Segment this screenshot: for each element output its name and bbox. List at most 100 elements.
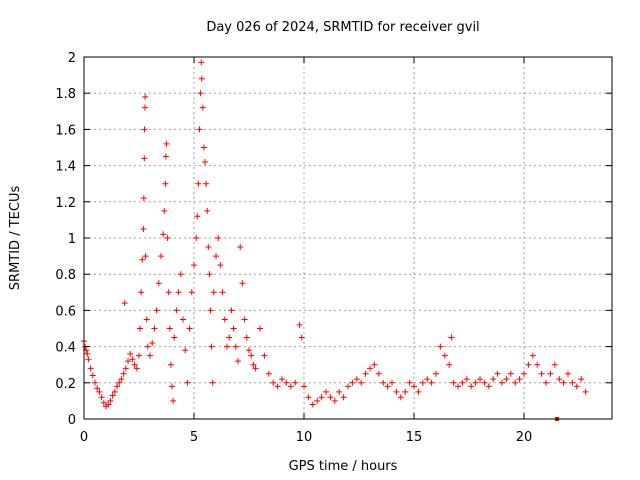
- data-point: [279, 376, 285, 383]
- data-point: [206, 271, 213, 278]
- data-point: [98, 394, 105, 401]
- data-point: [85, 356, 92, 363]
- data-point: [318, 394, 325, 401]
- data-point: [237, 244, 244, 251]
- data-point: [209, 379, 216, 386]
- data-point: [198, 75, 205, 82]
- data-point: [129, 356, 136, 363]
- data-point: [226, 334, 233, 341]
- data-point: [274, 383, 281, 390]
- data-point: [164, 235, 171, 241]
- y-axis-label: SRMTID / TECUs: [8, 186, 23, 291]
- x-axis-label: GPS time / hours: [289, 459, 398, 474]
- data-point: [578, 376, 585, 383]
- data-point: [142, 93, 149, 100]
- data-point: [228, 307, 235, 314]
- data-point: [92, 379, 98, 386]
- data-point: [389, 379, 395, 386]
- data-point: [560, 379, 567, 386]
- x-tick-label: 20: [516, 430, 533, 445]
- data-point: [538, 370, 545, 377]
- data-point: [224, 343, 230, 350]
- data-point: [210, 289, 217, 296]
- data-point: [477, 376, 483, 383]
- x-tick-label: 5: [190, 430, 198, 445]
- data-point: [327, 394, 334, 401]
- data-point: [155, 280, 162, 287]
- data-point: [446, 361, 453, 368]
- data-point: [121, 300, 128, 307]
- y-tick-label: 0.8: [55, 268, 76, 283]
- data-point: [296, 321, 303, 328]
- data-point: [195, 180, 202, 187]
- data-point: [203, 180, 210, 187]
- data-point: [131, 361, 138, 368]
- data-point: [140, 195, 147, 202]
- data-point: [120, 370, 127, 377]
- data-point: [428, 379, 435, 386]
- data-point: [175, 289, 182, 296]
- y-tick-label: 2: [68, 51, 76, 66]
- data-point: [116, 379, 123, 386]
- data-point: [323, 388, 329, 395]
- data-point: [402, 388, 409, 395]
- data-point: [177, 271, 184, 278]
- data-point: [547, 370, 554, 377]
- data-point: [118, 376, 125, 383]
- data-point: [194, 213, 201, 220]
- data-point: [248, 352, 255, 359]
- y-tick-label: 1: [68, 232, 76, 247]
- data-point: [142, 253, 149, 260]
- grid: [84, 57, 612, 419]
- data-point: [301, 383, 307, 390]
- data-point: [246, 347, 252, 354]
- data-point: [380, 379, 387, 386]
- data-point: [243, 334, 250, 341]
- data-point: [151, 325, 158, 332]
- x-tick-label: 0: [80, 430, 88, 445]
- data-point: [161, 207, 168, 214]
- data-point: [472, 379, 479, 386]
- data-point: [221, 316, 228, 323]
- data-point: [170, 397, 177, 404]
- data-point: [499, 379, 505, 386]
- data-point: [147, 352, 153, 359]
- data-point: [331, 397, 338, 404]
- data-point: [184, 379, 191, 386]
- data-point: [197, 90, 204, 97]
- data-point: [551, 361, 558, 368]
- data-point: [358, 379, 365, 386]
- data-point: [448, 334, 455, 341]
- data-point: [265, 370, 272, 377]
- data-point: [235, 358, 241, 365]
- data-point: [141, 126, 148, 133]
- data-point: [94, 385, 101, 392]
- data-point: [207, 307, 214, 314]
- data-point: [406, 379, 413, 386]
- data-point: [534, 361, 541, 368]
- data-point: [367, 365, 373, 372]
- data-point: [127, 350, 134, 357]
- data-point: [182, 347, 189, 354]
- data-point: [191, 262, 197, 269]
- data-point: [180, 316, 186, 323]
- data-point: [314, 397, 321, 404]
- data-point: [556, 376, 563, 383]
- data-point: [89, 372, 96, 379]
- data-point: [188, 289, 195, 296]
- data-point: [353, 376, 360, 383]
- data-point: [158, 253, 164, 260]
- data-point: [287, 383, 294, 390]
- data-point: [516, 376, 523, 383]
- data-point: [171, 334, 178, 341]
- data-point: [162, 153, 169, 160]
- data-point: [463, 376, 470, 383]
- data-point: [162, 180, 169, 187]
- data-point: [186, 325, 193, 332]
- data-point: [230, 325, 237, 332]
- data-point: [153, 307, 160, 314]
- data-point: [105, 401, 112, 408]
- data-point: [305, 394, 312, 401]
- data-point: [292, 379, 299, 386]
- data-point: [485, 383, 492, 390]
